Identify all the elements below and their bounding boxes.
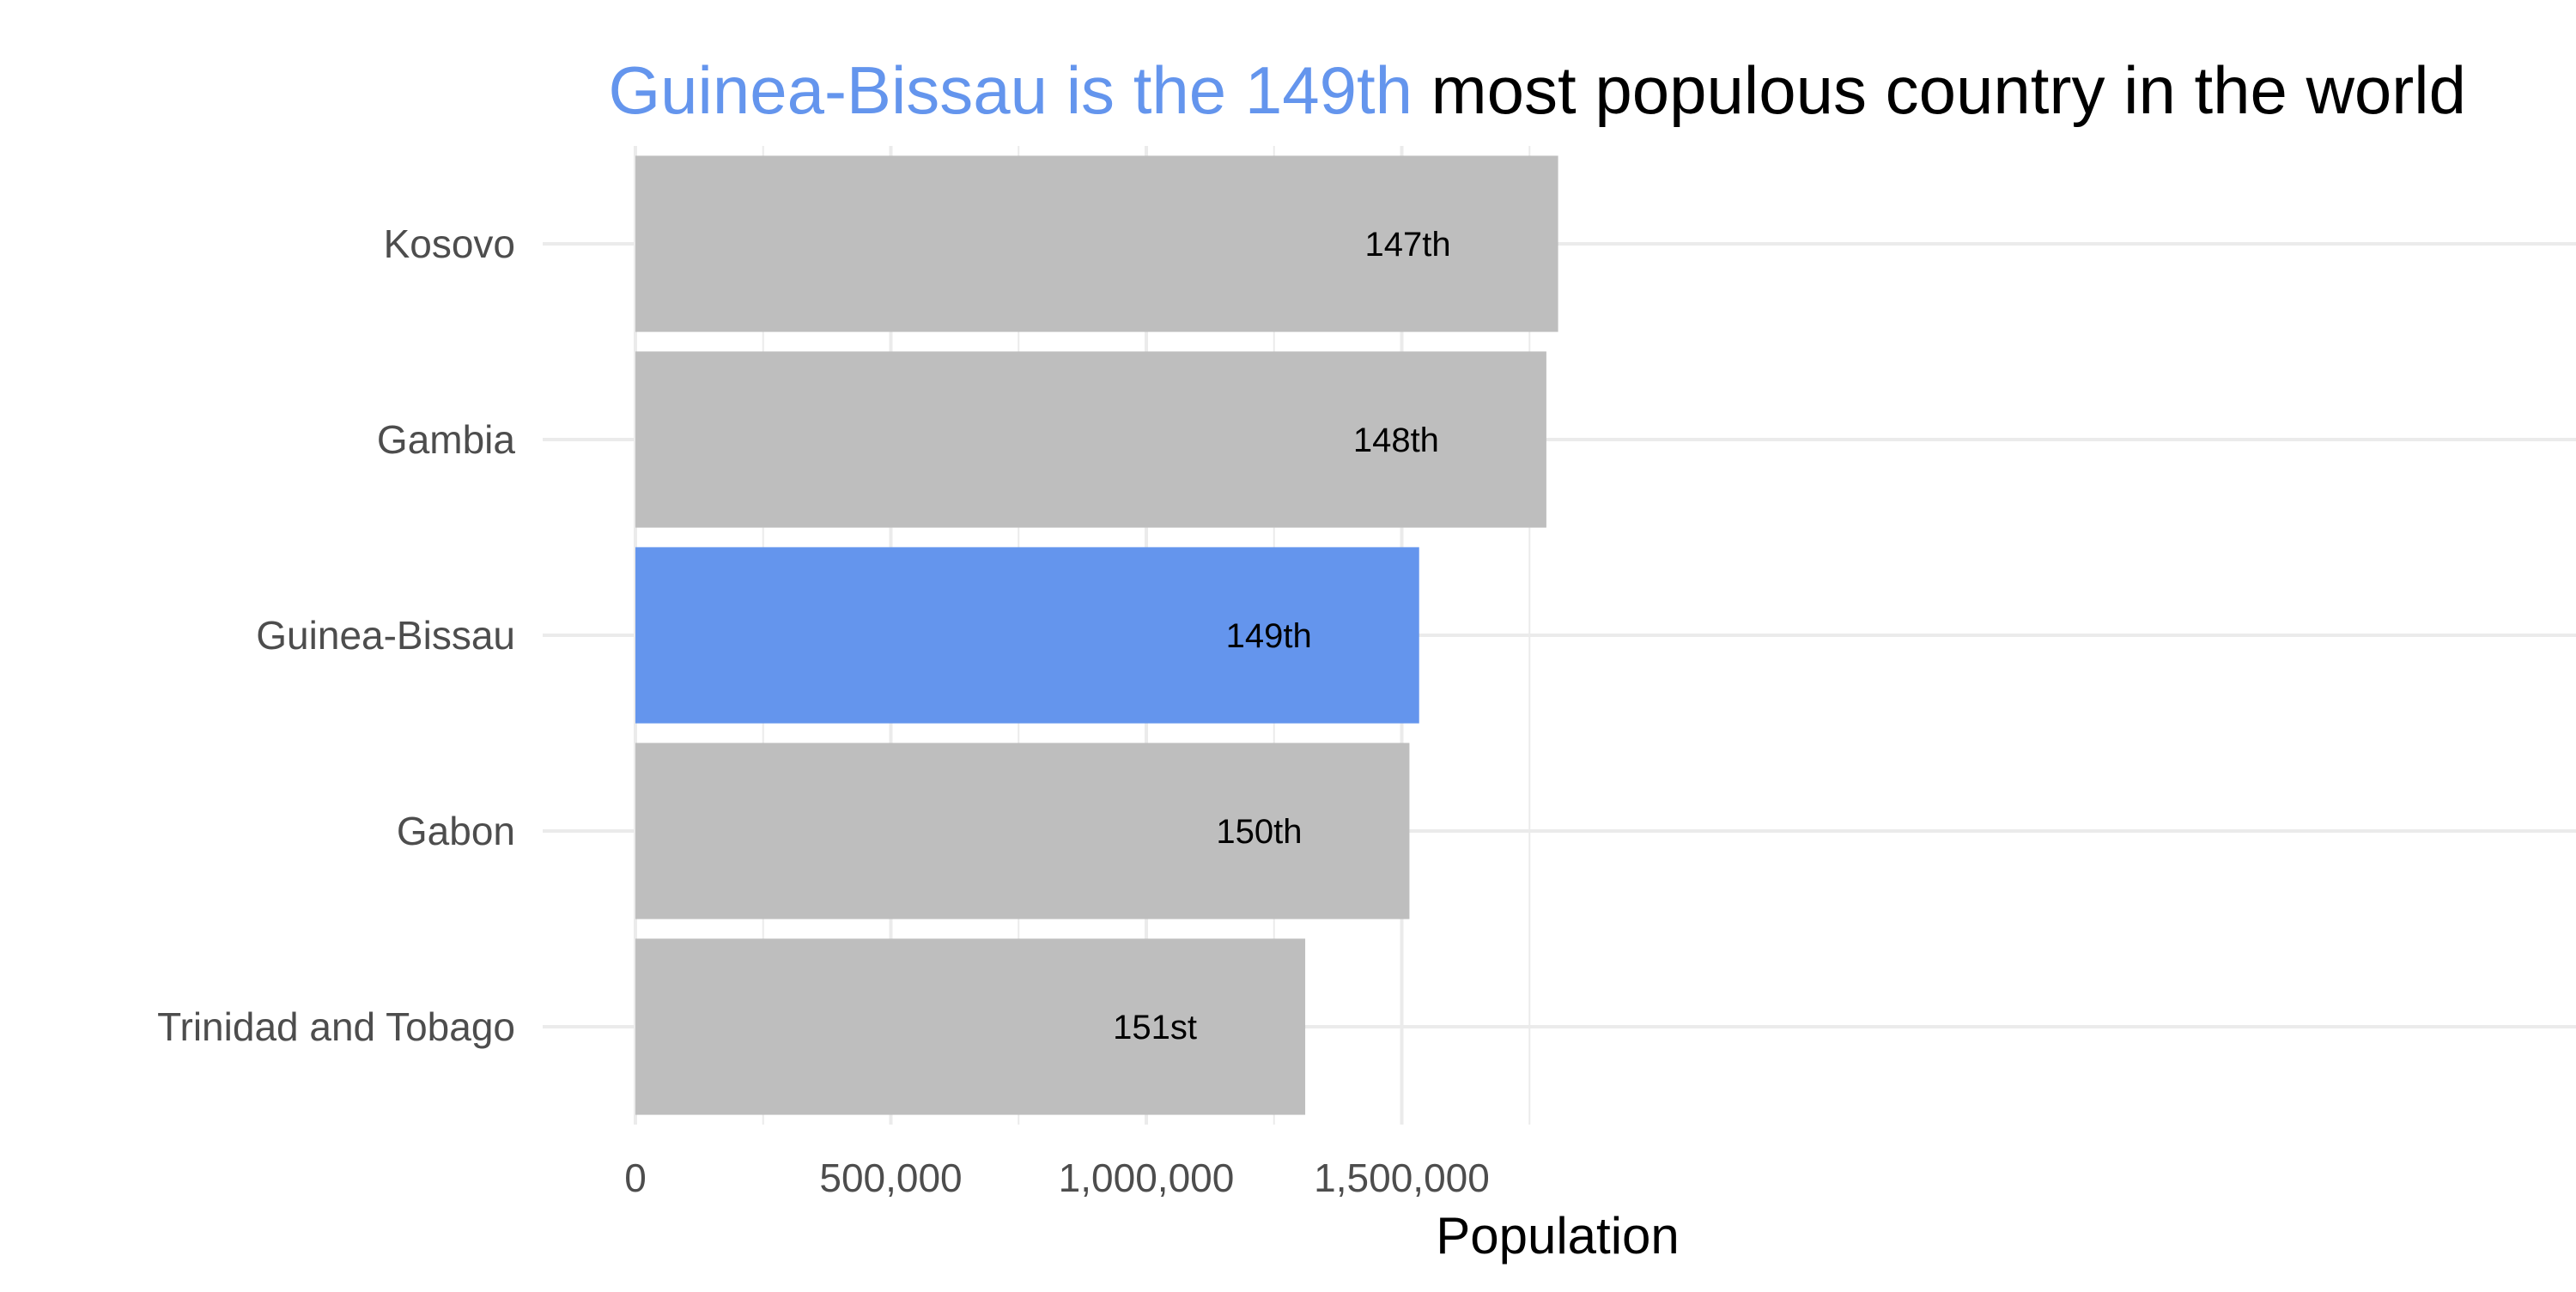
bar-kosovo bbox=[635, 155, 1558, 332]
chart-title: Guinea-Bissau is the 149th most populous… bbox=[608, 52, 2466, 128]
bar-gabon bbox=[635, 743, 1410, 919]
bar-rank-label: 147th bbox=[1365, 226, 1451, 264]
bar-rank-label: 151st bbox=[1113, 1009, 1197, 1046]
x-tick-label: 0 bbox=[624, 1156, 647, 1200]
y-axis: Kosovo Gambia Guinea-Bissau Gabon Trinidad a… bbox=[157, 221, 515, 1049]
bar-rank-label: 148th bbox=[1353, 422, 1439, 459]
x-axis-title: Population bbox=[1436, 1207, 1680, 1265]
bar-rank-label: 149th bbox=[1226, 617, 1312, 655]
bar-labels: 147th 148th 149th 150th 151st bbox=[1113, 226, 1451, 1046]
y-tick-label: Trinidad and Tobago bbox=[157, 1004, 515, 1049]
y-tick-label: Gambia bbox=[377, 417, 515, 462]
bar-guinea-bissau bbox=[635, 547, 1419, 724]
bar-rank-label: 150th bbox=[1216, 813, 1302, 851]
chart-title-highlight: Guinea-Bissau is the 149th bbox=[608, 52, 1413, 128]
y-tick-label: Kosovo bbox=[384, 221, 515, 266]
x-tick-label: 1,000,000 bbox=[1059, 1156, 1235, 1200]
bars bbox=[635, 155, 1558, 1115]
bar-trinidad-and-tobago bbox=[635, 938, 1306, 1115]
bar-gambia bbox=[635, 351, 1546, 528]
y-tick-label: Gabon bbox=[397, 809, 515, 853]
x-axis: 0 500,000 1,000,000 1,500,000 bbox=[624, 1156, 1490, 1200]
x-tick-label: 500,000 bbox=[819, 1156, 962, 1200]
x-tick-label: 1,500,000 bbox=[1314, 1156, 1490, 1200]
y-tick-label: Guinea-Bissau bbox=[256, 613, 515, 658]
chart-title-rest: most populous country in the world bbox=[1413, 52, 2466, 128]
